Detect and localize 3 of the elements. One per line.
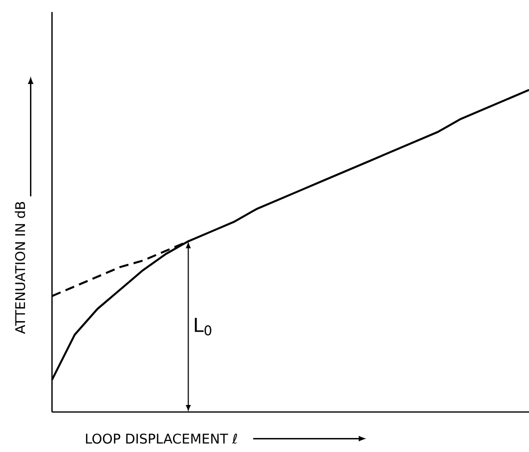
- annotation: L$_{0}$: [194, 318, 212, 336]
- x-axis-title: LOOP DISPLACEMENT ℓ: [86, 434, 237, 444]
- y-axis-title: ATTENUATION IN dB: [14, 202, 26, 334]
